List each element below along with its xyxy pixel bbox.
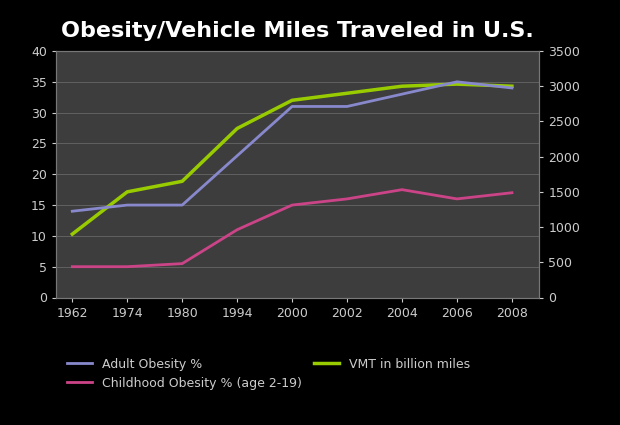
Legend: Adult Obesity %, Childhood Obesity % (age 2-19), VMT in billion miles: Adult Obesity %, Childhood Obesity % (ag… xyxy=(62,352,476,395)
Adult Obesity % xyxy=(453,79,461,85)
Adult Obesity % xyxy=(233,153,241,159)
Childhood Obesity % (age 2-19) xyxy=(453,196,461,201)
Childhood Obesity % (age 2-19) xyxy=(69,264,76,269)
Childhood Obesity % (age 2-19) xyxy=(288,203,296,208)
Adult Obesity % xyxy=(69,209,76,214)
Childhood Obesity % (age 2-19) xyxy=(508,190,516,196)
Line: VMT in billion miles: VMT in billion miles xyxy=(73,84,512,234)
Adult Obesity % xyxy=(123,203,131,208)
VMT in billion miles xyxy=(343,91,351,96)
VMT in billion miles xyxy=(69,232,76,237)
Adult Obesity % xyxy=(288,104,296,109)
VMT in billion miles xyxy=(123,189,131,194)
Line: Adult Obesity %: Adult Obesity % xyxy=(73,82,512,211)
VMT in billion miles xyxy=(508,84,516,89)
VMT in billion miles xyxy=(288,98,296,103)
Adult Obesity % xyxy=(398,92,405,97)
VMT in billion miles xyxy=(398,84,405,89)
Title: Obesity/Vehicle Miles Traveled in U.S.: Obesity/Vehicle Miles Traveled in U.S. xyxy=(61,21,534,41)
Childhood Obesity % (age 2-19) xyxy=(123,264,131,269)
Adult Obesity % xyxy=(508,85,516,91)
Childhood Obesity % (age 2-19) xyxy=(398,187,405,192)
Childhood Obesity % (age 2-19) xyxy=(179,261,186,266)
Adult Obesity % xyxy=(343,104,351,109)
Childhood Obesity % (age 2-19) xyxy=(233,227,241,232)
VMT in billion miles xyxy=(179,179,186,184)
Line: Childhood Obesity % (age 2-19): Childhood Obesity % (age 2-19) xyxy=(73,190,512,267)
VMT in billion miles xyxy=(453,82,461,87)
Adult Obesity % xyxy=(179,203,186,208)
VMT in billion miles xyxy=(233,126,241,131)
Childhood Obesity % (age 2-19) xyxy=(343,196,351,201)
